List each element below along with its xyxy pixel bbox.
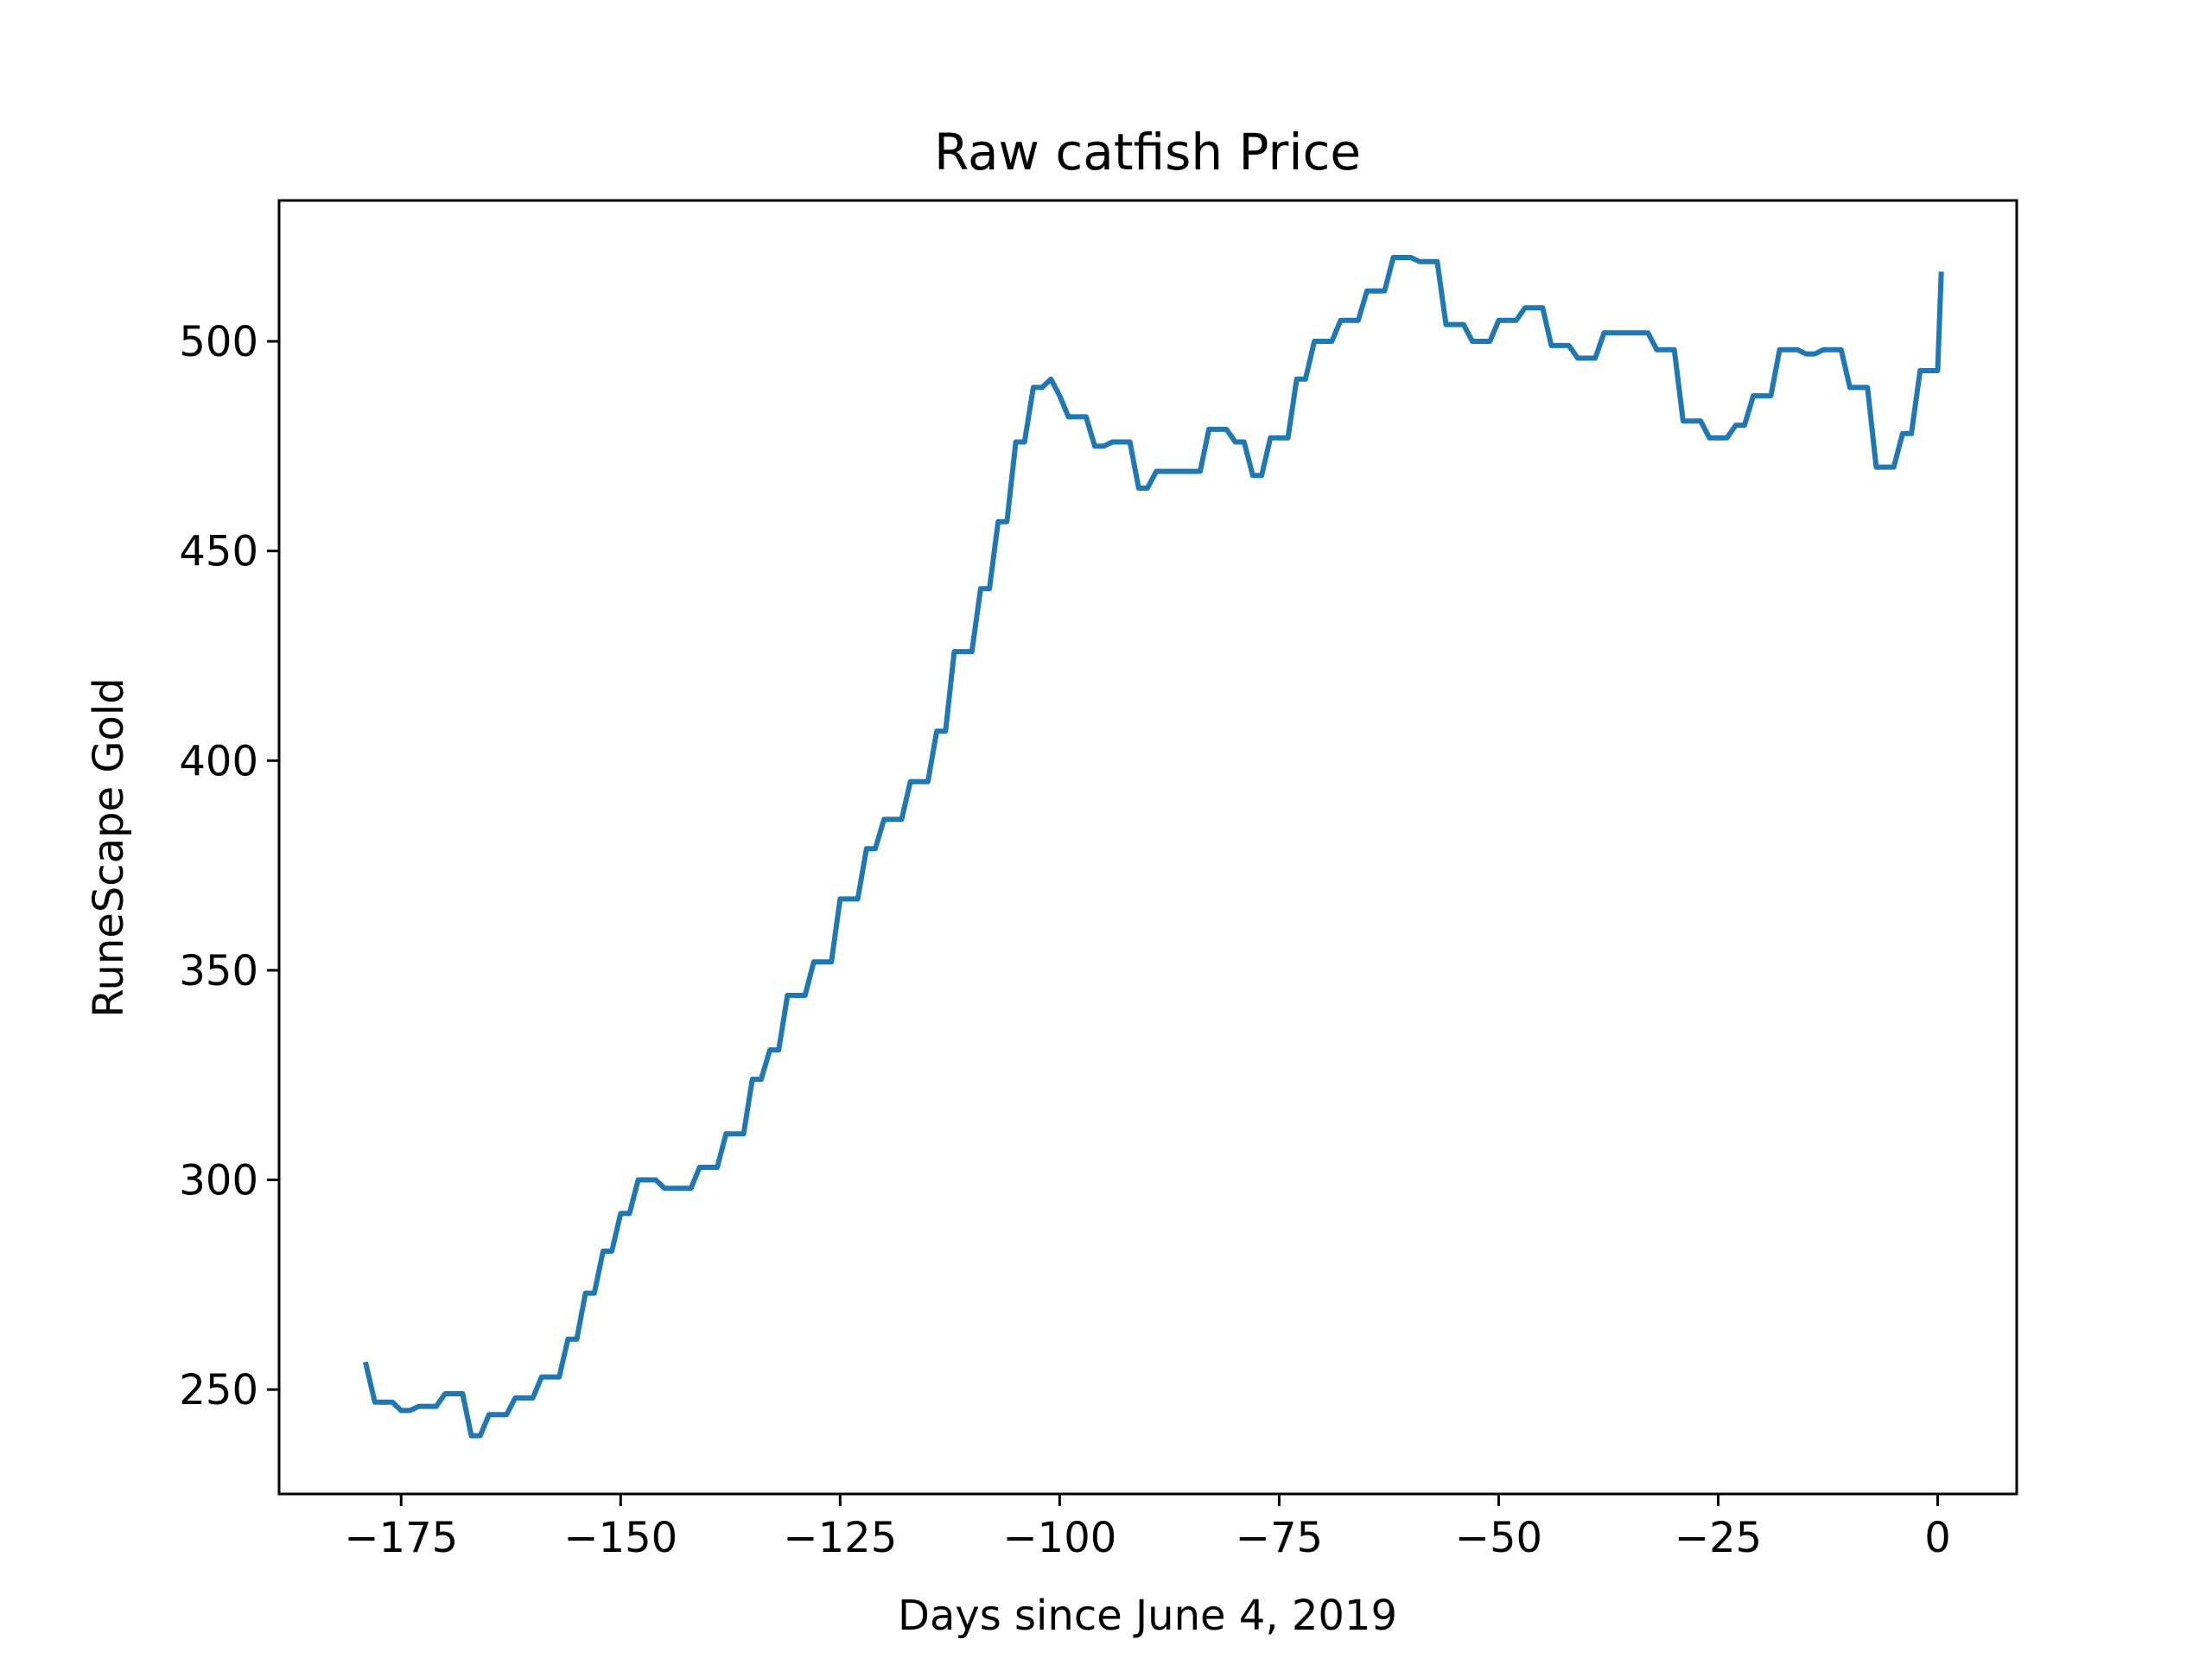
x-tick-label: −25 <box>1675 1514 1762 1562</box>
y-axis-label: RuneScape Gold <box>85 677 133 1017</box>
x-tick-label: −175 <box>344 1514 458 1562</box>
chart-title: Raw catfish Price <box>934 123 1361 181</box>
y-tick-label: 350 <box>179 947 258 995</box>
y-axis: 250 300 350 400 450 500 <box>179 318 279 1414</box>
y-tick-label: 300 <box>179 1157 258 1205</box>
x-tick-label: −75 <box>1236 1514 1323 1562</box>
y-tick-label: 450 <box>179 528 258 576</box>
plot-area <box>362 255 1944 1439</box>
x-tick-label: −50 <box>1455 1514 1542 1562</box>
x-axis: −175 −150 −125 −100 −75 −50 −25 0 <box>344 1494 1951 1562</box>
y-tick-label: 250 <box>179 1366 258 1414</box>
x-tick-label: −150 <box>563 1514 677 1562</box>
x-axis-label: Days since June 4, 2019 <box>898 1592 1397 1640</box>
series-line-1 <box>362 255 1944 1439</box>
x-tick-label: 0 <box>1924 1514 1951 1562</box>
axes-frame <box>277 199 2018 1496</box>
y-tick-label: 500 <box>179 318 258 366</box>
y-tick-label: 400 <box>179 737 258 785</box>
x-tick-label: −100 <box>1002 1514 1116 1562</box>
x-tick-label: −125 <box>783 1514 897 1562</box>
